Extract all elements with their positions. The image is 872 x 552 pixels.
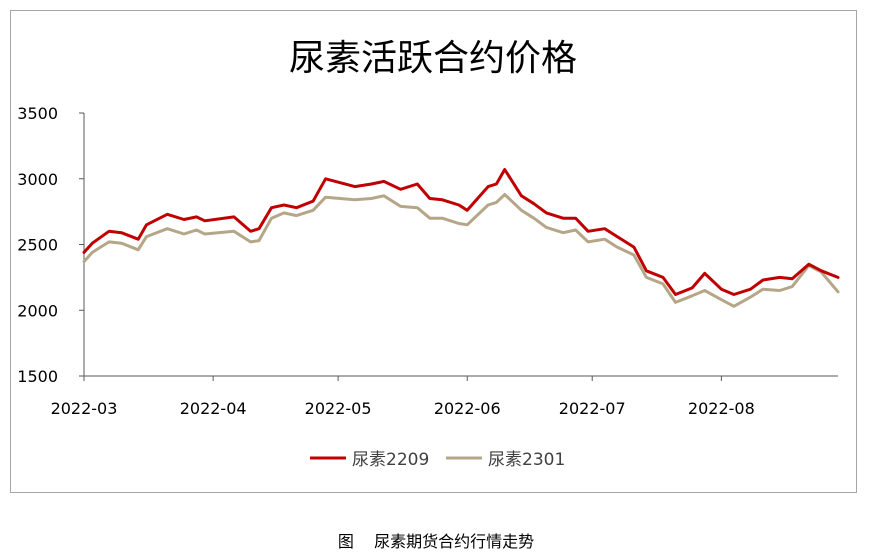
figure-caption: 图 尿素期货合约行情走势 bbox=[0, 528, 872, 552]
y-tick-label: 2000 bbox=[17, 301, 58, 320]
legend-label-2301: 尿素2301 bbox=[488, 450, 565, 470]
y-tick-label: 3000 bbox=[17, 170, 58, 189]
x-tick-label: 2022-06 bbox=[434, 399, 501, 418]
series-line-2209 bbox=[82, 168, 840, 296]
x-tick-label: 2022-08 bbox=[688, 399, 755, 418]
y-tick-label: 2500 bbox=[17, 236, 58, 255]
caption-text: 尿素期货合约行情走势 bbox=[374, 532, 535, 551]
legend-label-2209: 尿素2209 bbox=[352, 450, 429, 470]
series-lines bbox=[82, 168, 840, 308]
x-tick-label: 2022-05 bbox=[305, 399, 372, 418]
x-tick-label: 2022-03 bbox=[51, 399, 118, 418]
chart-title: 尿素活跃合约价格 bbox=[289, 38, 577, 79]
caption-prefix: 图 bbox=[337, 532, 354, 551]
x-tick-label: 2022-04 bbox=[180, 399, 247, 418]
y-tick-label: 1500 bbox=[17, 367, 58, 386]
y-axis: 1500 2000 2500 3000 3500 bbox=[17, 104, 85, 386]
legend: 尿素2209 尿素2301 bbox=[310, 450, 565, 470]
x-tick-label: 2022-07 bbox=[559, 399, 626, 418]
y-tick-label: 3500 bbox=[17, 104, 58, 123]
series-line-2301 bbox=[82, 193, 840, 308]
legend-item-2209: 尿素2209 bbox=[310, 450, 429, 470]
chart-frame bbox=[10, 10, 857, 493]
x-axis: 2022-03 2022-04 2022-05 2022-06 2022-07 2022-… bbox=[51, 375, 838, 418]
legend-item-2301: 尿素2301 bbox=[446, 450, 565, 470]
